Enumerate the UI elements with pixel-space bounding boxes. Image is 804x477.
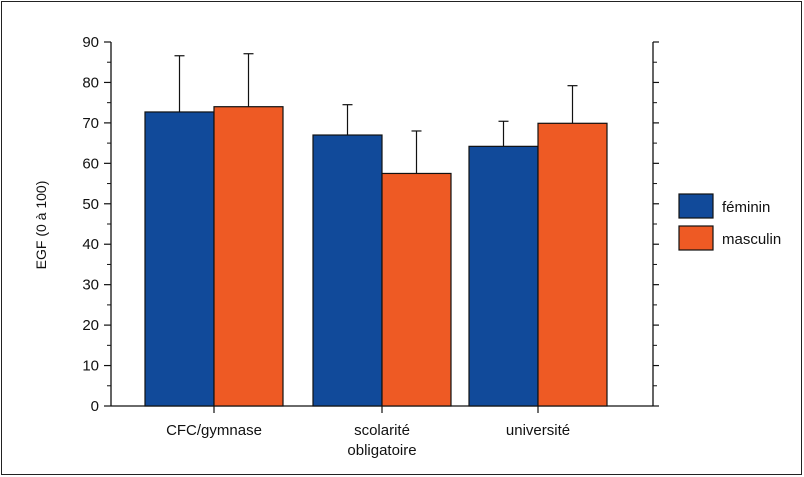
x-category-label: université xyxy=(506,422,570,439)
legend-swatch-masculin xyxy=(678,225,714,251)
y-axis-label: EGF (0 à 100) xyxy=(33,181,49,270)
y-tick-label: 0 xyxy=(91,398,99,415)
y-tick-label: 80 xyxy=(82,74,99,91)
y-tick-label: 70 xyxy=(82,115,99,132)
legend-label: féminin xyxy=(722,199,770,216)
y-tick-label: 90 xyxy=(82,34,99,51)
y-tick-label: 40 xyxy=(82,236,99,253)
bar-féminin xyxy=(144,111,215,407)
x-category-label: CFC/gymnase xyxy=(166,422,262,439)
y-tick-label: 10 xyxy=(82,358,99,375)
x-category-label: obligatoire xyxy=(347,442,416,459)
bar-masculin xyxy=(213,106,284,407)
bars xyxy=(144,53,608,407)
legend-label: masculin xyxy=(722,231,781,248)
y-tick-label: 20 xyxy=(82,317,99,334)
x-axis-categories: CFC/gymnase scolarité obligatoire universit… xyxy=(166,406,570,459)
y-tick-label: 50 xyxy=(82,196,99,213)
bar-féminin xyxy=(312,134,383,407)
legend-swatch-féminin xyxy=(678,193,714,219)
y-tick-label: 30 xyxy=(82,277,99,294)
x-category-label: scolarité xyxy=(354,422,410,439)
legend: féminin masculin xyxy=(678,193,781,251)
y-tick-label: 60 xyxy=(82,155,99,172)
bar-masculin xyxy=(537,122,608,407)
bar-masculin xyxy=(381,172,452,407)
bar-féminin xyxy=(468,145,539,407)
